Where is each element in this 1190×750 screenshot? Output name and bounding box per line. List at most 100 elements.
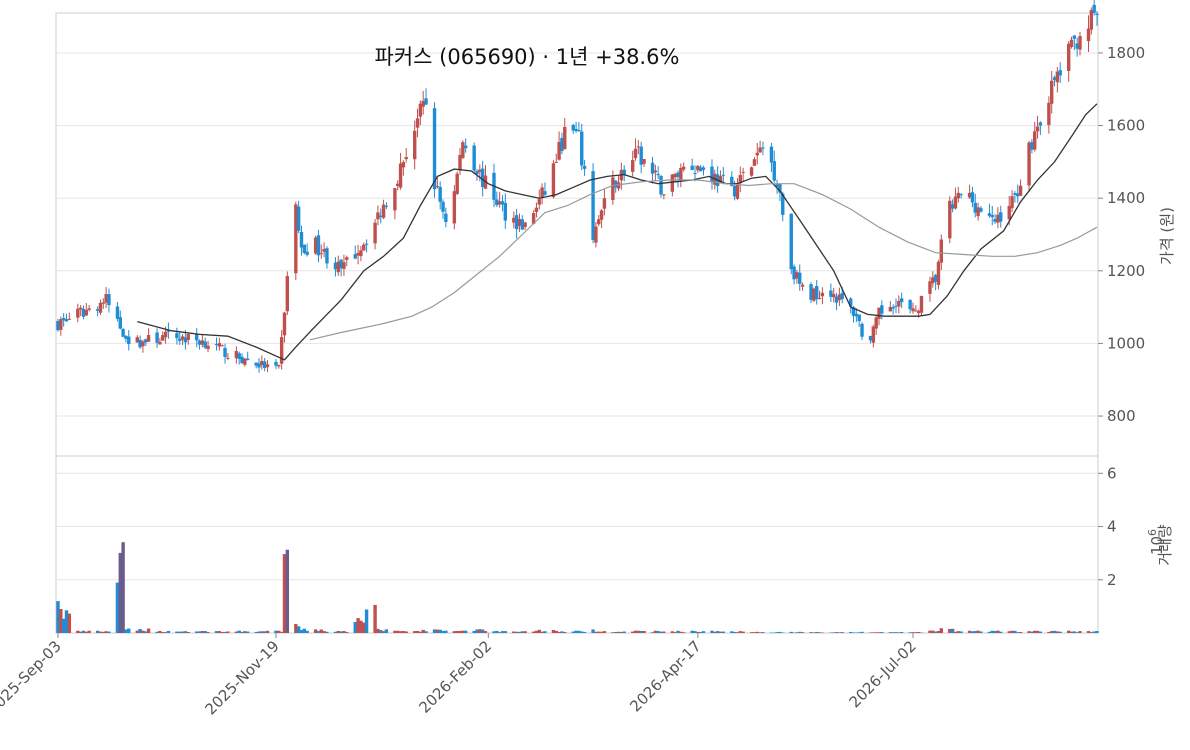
volume-bar	[758, 632, 762, 633]
candle-body	[197, 340, 202, 345]
candle-body	[178, 338, 182, 341]
candle-body	[444, 213, 448, 222]
volume-bar	[186, 631, 190, 633]
volume-bar	[636, 630, 641, 633]
candle-body	[220, 345, 224, 347]
volume-bar	[696, 631, 700, 633]
volume-bar	[953, 631, 958, 633]
candle-body	[265, 364, 270, 368]
volume-bar	[1052, 630, 1057, 633]
volume-bar	[990, 630, 994, 633]
volume-bar	[234, 631, 239, 633]
candle-body	[76, 308, 80, 318]
candle-body	[115, 306, 120, 319]
volume-bar	[472, 631, 476, 633]
volume-bar	[166, 630, 171, 633]
candle-body	[761, 147, 765, 149]
volume-bar	[200, 631, 205, 633]
candle-body	[404, 157, 408, 160]
candle-body	[1078, 36, 1082, 50]
volume-bar	[599, 631, 604, 633]
volume-bar	[973, 631, 977, 633]
candle-body	[260, 360, 264, 366]
candle-body	[554, 161, 558, 163]
candle-body	[877, 307, 881, 319]
volume-bar	[933, 631, 938, 633]
volume-bar	[158, 630, 162, 633]
volume-bar	[1047, 632, 1051, 633]
volume-bar	[294, 624, 298, 633]
candle-body	[104, 294, 108, 303]
candle-body	[752, 159, 757, 166]
date-tick-label: 2025-Sep-03	[0, 637, 65, 718]
candle-body	[591, 171, 595, 240]
volume-bar	[458, 630, 462, 633]
volume-bar	[614, 632, 618, 633]
candle-body	[141, 341, 145, 347]
volume-bar	[1092, 631, 1096, 633]
candle-body	[950, 204, 955, 209]
volume-bar	[597, 631, 601, 633]
volume-bar	[631, 631, 635, 633]
candle-body	[730, 176, 734, 187]
volume-bar	[908, 632, 912, 633]
volume-bar	[115, 582, 120, 633]
candle-body	[161, 335, 165, 341]
candle-body	[659, 175, 663, 195]
candle-body	[146, 335, 151, 342]
volume-bar	[928, 630, 932, 633]
candle-body	[98, 302, 103, 313]
volume-bar	[415, 630, 420, 633]
candle-body	[642, 159, 646, 164]
volume-bar	[633, 630, 638, 633]
candle-body	[1092, 4, 1096, 13]
volume-bar	[1007, 631, 1011, 633]
volume-bar	[180, 631, 185, 633]
candle-body	[124, 335, 128, 339]
volume-bar	[478, 629, 482, 633]
volume-bar	[834, 632, 839, 633]
candle-body	[362, 244, 366, 251]
candle-body	[364, 243, 369, 245]
candle-body	[1030, 142, 1034, 150]
candle-body	[285, 276, 290, 312]
candle-body	[59, 319, 63, 330]
volume-bar	[679, 631, 683, 633]
volume-bar	[356, 618, 360, 633]
volume-bar	[84, 631, 89, 633]
volume-bar	[916, 632, 921, 633]
volume-bar	[523, 631, 527, 633]
volume-bar	[891, 632, 895, 633]
candle-body	[61, 318, 66, 321]
volume-bar	[894, 632, 898, 633]
candle-body	[931, 277, 935, 284]
volume-unit-label: 106	[1146, 529, 1166, 555]
candle-body	[180, 336, 185, 340]
volume-bar	[653, 630, 658, 633]
price-tick-label: 800	[1107, 407, 1136, 425]
candle-body	[84, 309, 89, 316]
price-tick-label: 1200	[1107, 262, 1145, 280]
volume-bar	[257, 631, 261, 633]
volume-bar	[393, 630, 397, 633]
volume-tick-label: 6	[1107, 464, 1117, 482]
volume-bar	[141, 630, 145, 633]
candle-body	[580, 131, 584, 166]
candle-body	[1069, 39, 1074, 47]
volume-bar	[517, 631, 522, 633]
volume-bar	[325, 631, 329, 633]
volume-bar	[693, 631, 697, 633]
candle-body	[973, 202, 977, 213]
candle-body	[837, 294, 842, 301]
volume-bar	[296, 626, 301, 633]
volume-bar	[87, 630, 91, 633]
candle-body	[294, 204, 298, 274]
volume-bar	[673, 632, 677, 633]
candle-body	[158, 341, 162, 345]
candle-body	[888, 306, 893, 312]
candle-body	[701, 167, 706, 170]
candle-body	[223, 347, 227, 357]
candle-body	[676, 172, 680, 177]
candle-body	[155, 332, 159, 343]
